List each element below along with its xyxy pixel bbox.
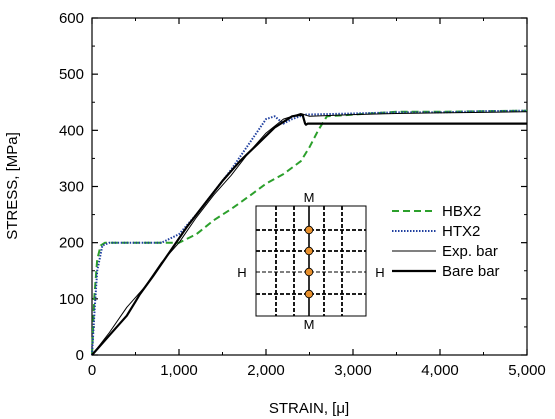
y-tick-label: 0 <box>76 347 84 364</box>
inset-label-top: M <box>304 190 315 205</box>
y-tick-label: 300 <box>59 179 84 196</box>
inset-box <box>255 205 367 317</box>
x-tick-label: 2,000 <box>247 362 285 379</box>
x-tick-label: 5,000 <box>508 362 546 379</box>
strain-gauge-marker <box>304 225 314 235</box>
y-tick-label: 100 <box>59 291 84 308</box>
series-line-hbx2 <box>91 109 528 356</box>
grid-inset-diagram: M M H H <box>237 190 384 332</box>
x-tick-label: 0 <box>88 362 96 379</box>
inset-label-right: H <box>375 265 384 280</box>
legend-label-bare-bar: Bare bar <box>442 263 500 280</box>
series-layer <box>91 109 528 356</box>
inset-label-bottom: M <box>304 317 315 332</box>
strain-gauge-marker <box>304 246 314 256</box>
series-line-htx2 <box>91 109 528 356</box>
series-line-bare-bar <box>91 113 527 356</box>
y-tick-label: 200 <box>59 235 84 252</box>
x-tick-label: 3,000 <box>334 362 372 379</box>
legend-label-htx2: HTX2 <box>442 223 480 240</box>
y-axis-title: STRESS, [MPa] <box>4 132 21 240</box>
x-axis-title: STRAIN, [μ] <box>269 400 349 417</box>
axes: 0 1,000 2,000 3,000 4,000 5,000 0 100 200 300 400 5… <box>59 10 546 379</box>
strain-gauge-marker <box>304 267 314 277</box>
x-tick-label: 1,000 <box>160 362 198 379</box>
strain-gauge-marker <box>304 289 314 299</box>
legend-label-exp-bar: Exp. bar <box>442 243 498 260</box>
x-tick-label: 4,000 <box>421 362 459 379</box>
legend: HBX2 HTX2 Exp. bar Bare bar <box>392 203 500 280</box>
y-tick-label: 600 <box>59 10 84 27</box>
inset-label-left: H <box>237 265 246 280</box>
y-tick-label: 500 <box>59 66 84 83</box>
legend-label-hbx2: HBX2 <box>442 203 481 220</box>
y-tick-label: 400 <box>59 122 84 139</box>
